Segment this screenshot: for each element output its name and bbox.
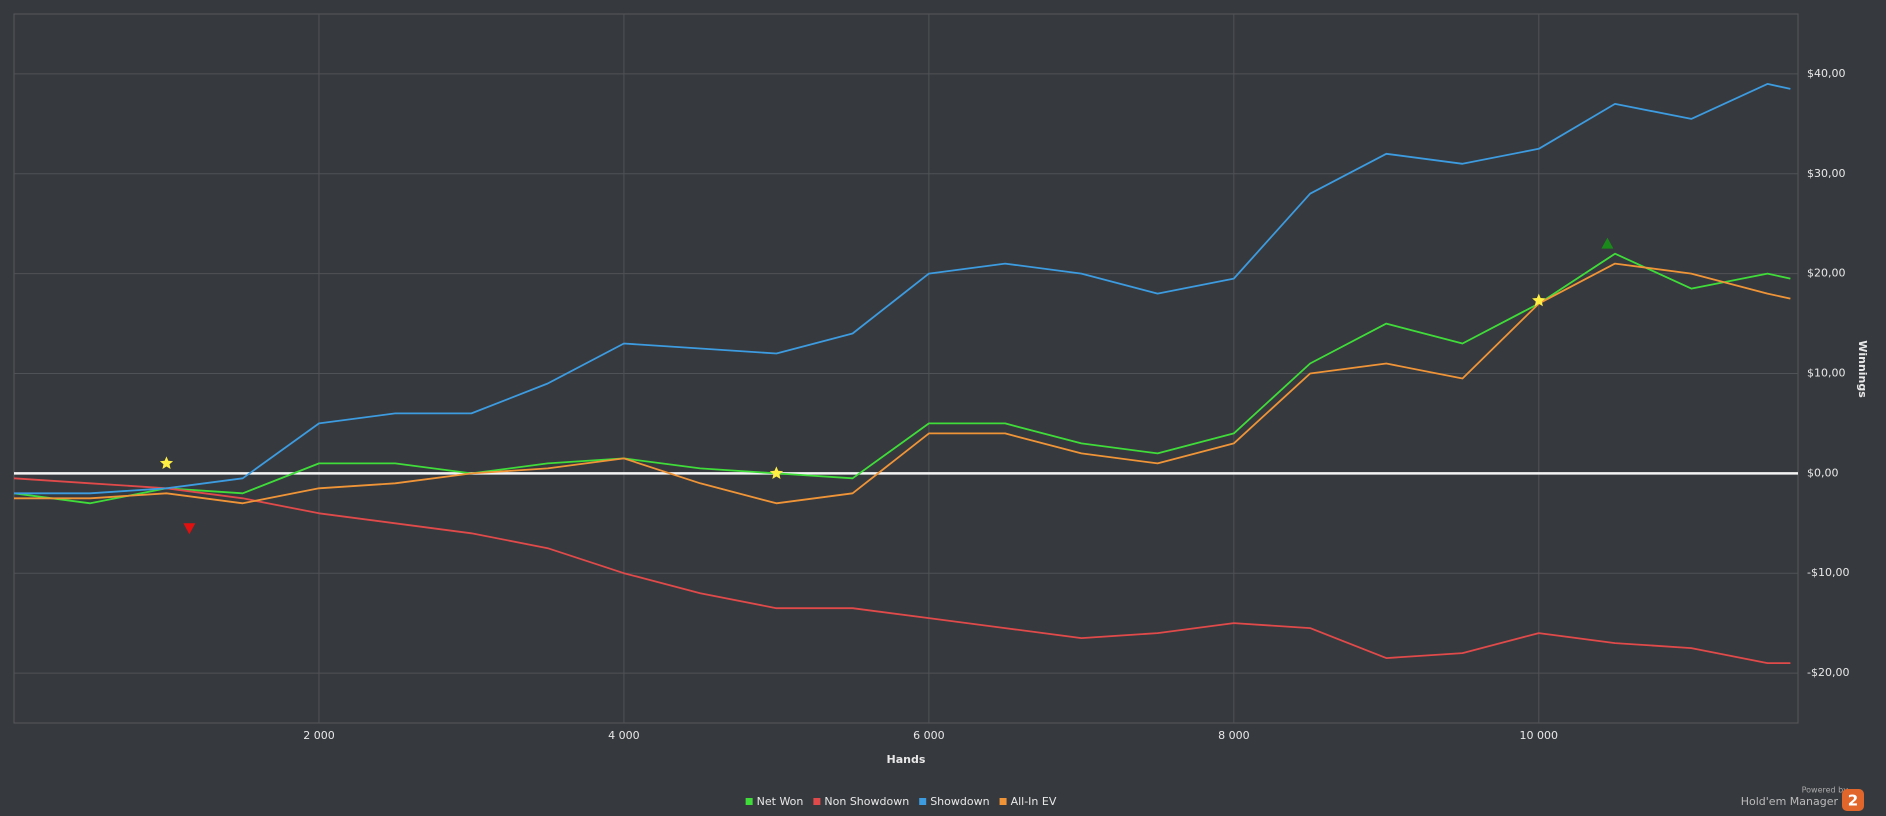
x-tick-label: 10 000 xyxy=(1520,729,1559,742)
x-tick-label: 4 000 xyxy=(608,729,640,742)
y-tick-label: $40,00 xyxy=(1807,67,1846,80)
legend-swatch xyxy=(999,798,1007,805)
plot-area xyxy=(13,13,1799,724)
y-tick-label: -$10,00 xyxy=(1807,566,1849,579)
legend-swatch xyxy=(813,798,821,805)
legend-swatch xyxy=(745,798,753,805)
grid xyxy=(14,14,1798,723)
y-tick-label: -$20,00 xyxy=(1807,666,1849,679)
marker xyxy=(769,466,784,479)
legend-swatch xyxy=(919,798,927,805)
legend-label: Net Won xyxy=(757,795,804,808)
marker xyxy=(183,523,196,535)
x-tick-label: 8 000 xyxy=(1218,729,1250,742)
powered-by: Powered by xyxy=(1802,786,1849,795)
logo-version: 2 xyxy=(1848,792,1858,810)
x-tick-label: 2 000 xyxy=(303,729,335,742)
y-tick-label: $20,00 xyxy=(1807,267,1846,280)
y-axis-title: Winnings xyxy=(1856,340,1869,398)
y-tick-label: $30,00 xyxy=(1807,167,1846,180)
legend-label: Non Showdown xyxy=(824,795,909,808)
product-name: Hold'em Manager xyxy=(1741,795,1839,808)
y-tick-label: $10,00 xyxy=(1807,366,1846,379)
logo-badge xyxy=(1842,789,1864,811)
marker xyxy=(159,456,174,469)
y-tick-label: $0,00 xyxy=(1807,466,1839,479)
series-line xyxy=(13,477,1791,664)
legend-label: Showdown xyxy=(930,795,989,808)
marker xyxy=(1532,293,1546,307)
x-tick-label: 6 000 xyxy=(913,729,945,742)
legend-label: All-In EV xyxy=(1011,795,1057,808)
x-axis-title: Hands xyxy=(887,753,926,766)
series-line xyxy=(14,83,1791,495)
legend: Net Won Non Showdown Showdown All-In EV xyxy=(745,795,1057,808)
marker xyxy=(1601,237,1614,249)
